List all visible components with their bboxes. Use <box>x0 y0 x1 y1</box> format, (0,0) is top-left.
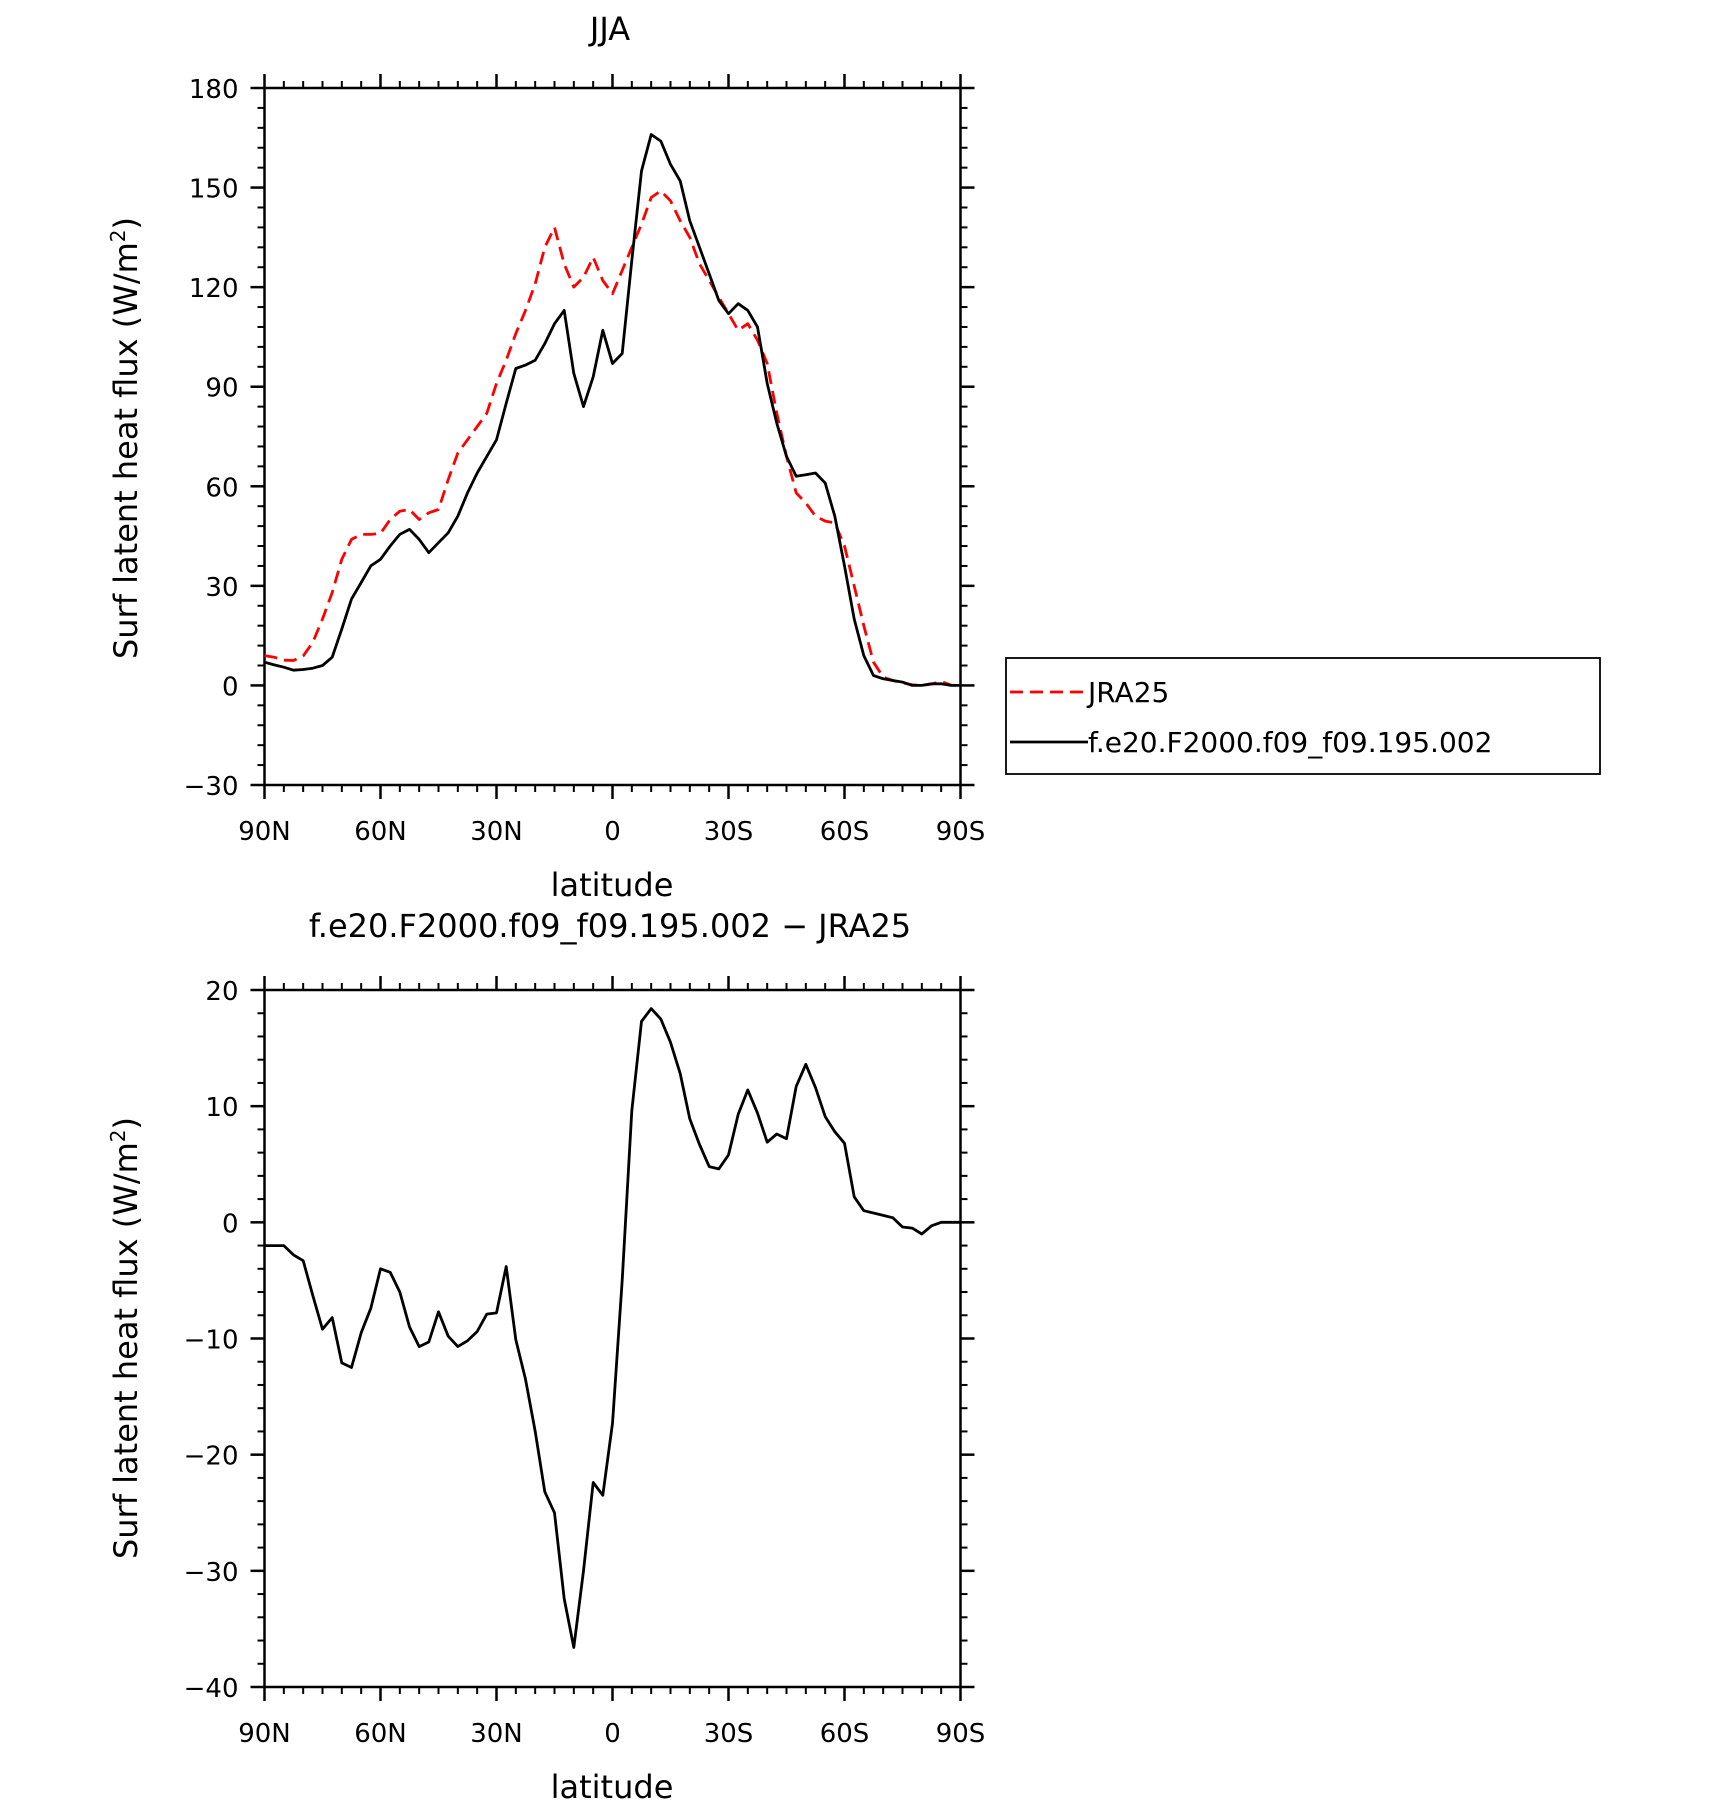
panel1-y-tick-labels: −30 0 30 60 90 120 150 180 <box>184 75 239 802</box>
panel1-series-line-jra25 <box>264 189 961 687</box>
panel2-x-tick-label: 0 <box>604 1719 621 1749</box>
panel2-y-axis-label-close: ) <box>107 1117 145 1129</box>
panel1-x-tick-labels: 90N 60N 30N 0 30S 60S 90S <box>238 817 985 847</box>
panel2-y-tick-label: −40 <box>184 1674 239 1704</box>
panel1-y-tick-label: 30 <box>205 573 238 603</box>
panel2-y-tick-labels: −40 −30 −20 −10 0 10 20 <box>184 977 239 1704</box>
panel1-y-tick-label: 180 <box>189 75 239 105</box>
legend-frame <box>1005 657 1601 775</box>
panel1-y-axis-label: Surf latent heat flux (W/m2) <box>106 217 145 659</box>
panel2-y-axis-label: Surf latent heat flux (W/m2) <box>106 1117 145 1559</box>
panel2-y-axis-label-superscript: 2 <box>106 1129 130 1142</box>
panel1-y-axis-label-superscript: 2 <box>106 229 130 242</box>
panel2-title: f.e20.F2000.f09_f09.195.002 − JRA25 <box>309 907 911 945</box>
panel1-x-tick-label: 30N <box>470 817 523 847</box>
panel1-y-axis-label-main: Surf latent heat flux (W/m <box>107 242 145 659</box>
panel2-plot-frame <box>263 988 962 1689</box>
legend-label-model: f.e20.F2000.f09_f09.195.002 <box>1088 726 1492 759</box>
panel1-y-tick-label: 90 <box>205 374 238 404</box>
panel1-series-line-model <box>264 133 961 687</box>
panel2-y-tick-label: −20 <box>184 1442 239 1472</box>
panel2-y-tick-label: −30 <box>184 1558 239 1588</box>
panel2-y-tick-label: 0 <box>222 1209 239 1239</box>
panel2-x-tick-label: 60N <box>354 1719 407 1749</box>
panel1-y-tick-label: 0 <box>222 672 239 702</box>
panel1-y-tick-label: −30 <box>184 772 239 802</box>
panel2-x-tick-label: 60S <box>820 1719 870 1749</box>
panel2-y-tick-label: −10 <box>184 1326 239 1356</box>
panel1-x-axis-label: latitude <box>551 866 674 904</box>
panel2-x-tick-label: 30N <box>470 1719 523 1749</box>
panel1-ticks <box>250 74 975 799</box>
panel2-y-axis-label-main: Surf latent heat flux (W/m <box>107 1142 145 1559</box>
panel1-y-tick-label: 120 <box>189 274 239 304</box>
bottom-panel-difference: f.e20.F2000.f09_f09.195.002 − JRA25 −40−… <box>106 907 985 1805</box>
panel2-x-tick-label: 30S <box>704 1719 754 1749</box>
legend-box: JRA25 f.e20.F2000.f09_f09.195.002 <box>1005 657 1601 775</box>
panel2-series-line-difference <box>264 1007 961 1649</box>
panel1-y-tick-label: 150 <box>189 175 239 205</box>
legend-label-jra25: JRA25 <box>1086 676 1169 709</box>
panel1-y-tick-label: 60 <box>205 473 238 503</box>
panel1-x-tick-label: 90S <box>936 817 986 847</box>
panel1-series-lines <box>264 133 961 687</box>
panel2-y-tick-label: 10 <box>205 1093 238 1123</box>
panel2-x-tick-labels: 90N 60N 30N 0 30S 60S 90S <box>238 1719 985 1749</box>
panel2-series-lines <box>264 1007 961 1649</box>
top-panel-jja: JJA −30 0 30 60 90 120 150 180 90N 60N 30N 0 30S 60S… <box>106 10 1601 904</box>
panel2-x-tick-label: 90S <box>936 1719 986 1749</box>
panel1-x-tick-label: 60N <box>354 817 407 847</box>
panel2-y-tick-label: 20 <box>205 977 238 1007</box>
panel2-x-axis-label: latitude <box>551 1768 674 1805</box>
panel2-x-tick-label: 90N <box>238 1719 291 1749</box>
panel1-title: JJA <box>588 10 630 48</box>
panel1-x-tick-label: 30S <box>704 817 754 847</box>
panel1-x-tick-label: 90N <box>238 817 291 847</box>
panel1-x-tick-label: 0 <box>604 817 621 847</box>
panel2-ticks <box>250 976 975 1701</box>
panel1-plot-frame <box>263 86 962 787</box>
panel1-x-tick-label: 60S <box>820 817 870 847</box>
panel1-y-axis-label-close: ) <box>107 217 145 229</box>
